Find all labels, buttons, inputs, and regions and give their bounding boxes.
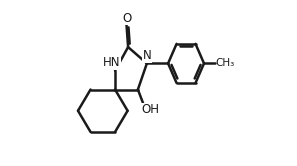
Text: OH: OH	[142, 103, 159, 116]
Text: HN: HN	[103, 56, 121, 69]
Text: O: O	[123, 12, 132, 25]
Text: N: N	[143, 49, 152, 62]
Text: CH₃: CH₃	[216, 58, 235, 68]
